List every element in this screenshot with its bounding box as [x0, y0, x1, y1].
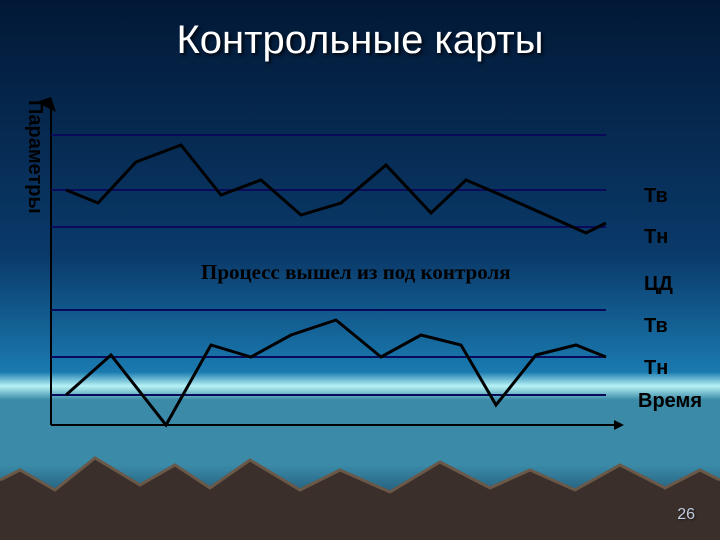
slide-title: Контрольные карты [0, 18, 720, 63]
limit-label: ЦД [644, 273, 673, 296]
limit-label: Тв [644, 315, 668, 338]
label-layer: Тв Тн ЦД Тв Тн Процесс вышел из под контроля В… [36, 95, 720, 475]
y-axis-label: Параметры [23, 100, 46, 214]
page-number: 26 [677, 506, 695, 524]
limit-label: Тн [644, 357, 668, 380]
chart-caption: Процесс вышел из под контроля [201, 260, 511, 285]
x-axis-label: Время [638, 390, 702, 413]
limit-label: Тв [644, 185, 668, 208]
limit-label: Тн [644, 226, 668, 249]
slide: Контрольные карты Тв Тн ЦД Тв Тн Процесс выше… [0, 0, 720, 540]
